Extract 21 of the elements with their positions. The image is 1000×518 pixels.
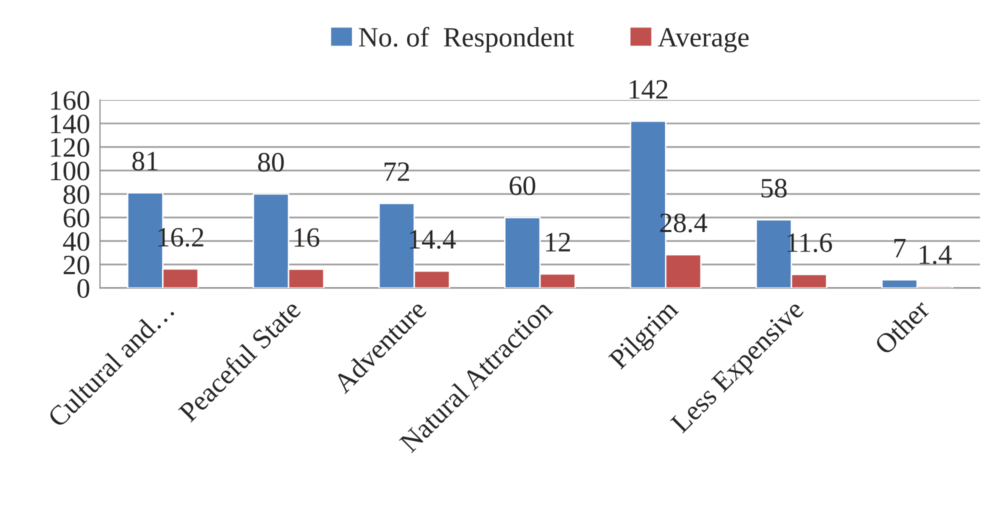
data-label: 81 (132, 152, 158, 171)
data-label: 80 (258, 152, 284, 172)
data-label: 12 (546, 232, 570, 252)
y-tick-label: 20 (64, 256, 90, 274)
y-tick-label: 60 (64, 208, 90, 228)
y-tick-label: 0 (77, 279, 90, 298)
y-tick-label: 120 (51, 138, 90, 157)
data-label: 142 (630, 80, 668, 99)
y-tick-label: 100 (51, 162, 90, 180)
data-label: 7 (894, 239, 906, 258)
data-label: 1.4 (920, 245, 952, 264)
y-tick-label: 40 (63, 232, 90, 251)
data-label: 60 (510, 176, 536, 196)
data-label: 58 (762, 178, 787, 198)
legend-label: No. of Respondent (358, 26, 574, 52)
y-tick-label: 140 (51, 114, 90, 134)
data-label: 16 (294, 228, 320, 247)
y-tick-label: 160 (51, 91, 90, 110)
legend-label: Average (658, 28, 749, 52)
y-tick-label: 80 (64, 185, 90, 204)
data-label: 72 (384, 162, 410, 181)
